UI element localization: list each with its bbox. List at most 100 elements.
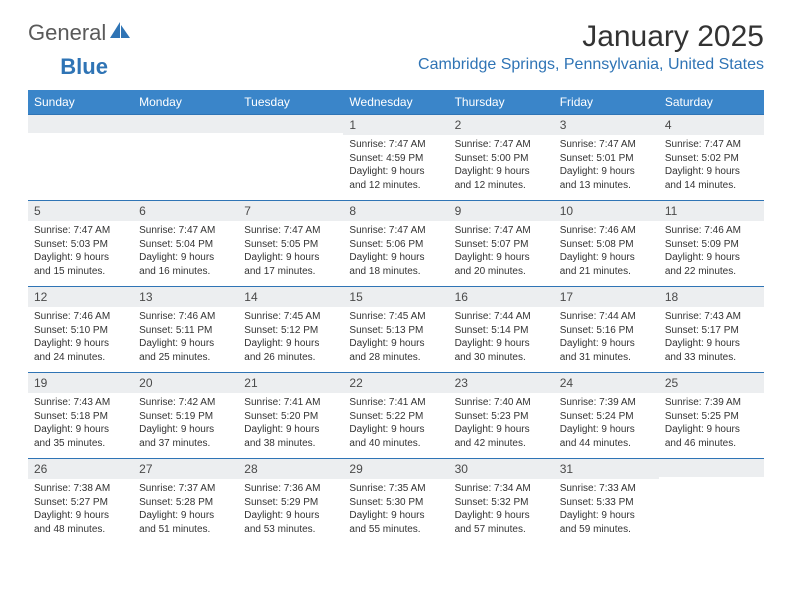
day-body: Sunrise: 7:41 AMSunset: 5:20 PMDaylight:… [238, 393, 343, 458]
daylight-text: Daylight: 9 hours and 57 minutes. [455, 509, 548, 536]
day-body: Sunrise: 7:47 AMSunset: 5:05 PMDaylight:… [238, 221, 343, 286]
day-number: 11 [659, 201, 764, 221]
sunset-text: Sunset: 5:32 PM [455, 496, 548, 510]
day-number: 15 [343, 287, 448, 307]
day-body: Sunrise: 7:47 AMSunset: 5:06 PMDaylight:… [343, 221, 448, 286]
day-body: Sunrise: 7:47 AMSunset: 5:00 PMDaylight:… [449, 135, 554, 200]
sunrise-text: Sunrise: 7:44 AM [455, 310, 548, 324]
day-body: Sunrise: 7:34 AMSunset: 5:32 PMDaylight:… [449, 479, 554, 544]
month-title: January 2025 [418, 20, 764, 54]
daylight-text: Daylight: 9 hours and 40 minutes. [349, 423, 442, 450]
day-number: 8 [343, 201, 448, 221]
sunset-text: Sunset: 5:27 PM [34, 496, 127, 510]
sunset-text: Sunset: 5:03 PM [34, 238, 127, 252]
daylight-text: Daylight: 9 hours and 14 minutes. [665, 165, 758, 192]
dow-sunday: Sunday [28, 90, 133, 115]
day-number: 14 [238, 287, 343, 307]
dow-saturday: Saturday [659, 90, 764, 115]
sunrise-text: Sunrise: 7:47 AM [665, 138, 758, 152]
sunset-text: Sunset: 5:16 PM [560, 324, 653, 338]
day-body: Sunrise: 7:44 AMSunset: 5:14 PMDaylight:… [449, 307, 554, 372]
day-cell: 2Sunrise: 7:47 AMSunset: 5:00 PMDaylight… [449, 115, 554, 201]
daylight-text: Daylight: 9 hours and 22 minutes. [665, 251, 758, 278]
day-number: 9 [449, 201, 554, 221]
day-body: Sunrise: 7:35 AMSunset: 5:30 PMDaylight:… [343, 479, 448, 544]
sunrise-text: Sunrise: 7:43 AM [34, 396, 127, 410]
day-number-empty [28, 115, 133, 133]
location-label: Cambridge Springs, Pennsylvania, United … [418, 56, 764, 74]
daylight-text: Daylight: 9 hours and 46 minutes. [665, 423, 758, 450]
day-number: 1 [343, 115, 448, 135]
day-body: Sunrise: 7:47 AMSunset: 5:01 PMDaylight:… [554, 135, 659, 200]
day-body: Sunrise: 7:43 AMSunset: 5:17 PMDaylight:… [659, 307, 764, 372]
sunset-text: Sunset: 5:07 PM [455, 238, 548, 252]
day-number: 27 [133, 459, 238, 479]
daylight-text: Daylight: 9 hours and 35 minutes. [34, 423, 127, 450]
daylight-text: Daylight: 9 hours and 12 minutes. [349, 165, 442, 192]
sunset-text: Sunset: 5:20 PM [244, 410, 337, 424]
week-row: 26Sunrise: 7:38 AMSunset: 5:27 PMDayligh… [28, 459, 764, 545]
sunset-text: Sunset: 5:06 PM [349, 238, 442, 252]
day-cell: 1Sunrise: 7:47 AMSunset: 4:59 PMDaylight… [343, 115, 448, 201]
day-body: Sunrise: 7:47 AMSunset: 4:59 PMDaylight:… [343, 135, 448, 200]
sunrise-text: Sunrise: 7:47 AM [34, 224, 127, 238]
daylight-text: Daylight: 9 hours and 33 minutes. [665, 337, 758, 364]
day-number: 10 [554, 201, 659, 221]
day-cell: 17Sunrise: 7:44 AMSunset: 5:16 PMDayligh… [554, 287, 659, 373]
sunset-text: Sunset: 5:25 PM [665, 410, 758, 424]
day-cell: 19Sunrise: 7:43 AMSunset: 5:18 PMDayligh… [28, 373, 133, 459]
week-row: 19Sunrise: 7:43 AMSunset: 5:18 PMDayligh… [28, 373, 764, 459]
day-body-empty [238, 133, 343, 191]
day-number: 26 [28, 459, 133, 479]
sunset-text: Sunset: 5:19 PM [139, 410, 232, 424]
day-body: Sunrise: 7:39 AMSunset: 5:25 PMDaylight:… [659, 393, 764, 458]
day-cell: 13Sunrise: 7:46 AMSunset: 5:11 PMDayligh… [133, 287, 238, 373]
sunrise-text: Sunrise: 7:42 AM [139, 396, 232, 410]
week-row: 5Sunrise: 7:47 AMSunset: 5:03 PMDaylight… [28, 201, 764, 287]
sunset-text: Sunset: 5:29 PM [244, 496, 337, 510]
sunrise-text: Sunrise: 7:40 AM [455, 396, 548, 410]
day-number: 21 [238, 373, 343, 393]
sunset-text: Sunset: 5:04 PM [139, 238, 232, 252]
sunrise-text: Sunrise: 7:47 AM [560, 138, 653, 152]
daylight-text: Daylight: 9 hours and 16 minutes. [139, 251, 232, 278]
daylight-text: Daylight: 9 hours and 37 minutes. [139, 423, 232, 450]
day-number: 6 [133, 201, 238, 221]
daylight-text: Daylight: 9 hours and 25 minutes. [139, 337, 232, 364]
daylight-text: Daylight: 9 hours and 42 minutes. [455, 423, 548, 450]
day-number: 3 [554, 115, 659, 135]
sunset-text: Sunset: 5:14 PM [455, 324, 548, 338]
day-number: 5 [28, 201, 133, 221]
sunset-text: Sunset: 5:11 PM [139, 324, 232, 338]
day-cell [28, 115, 133, 201]
day-body: Sunrise: 7:45 AMSunset: 5:13 PMDaylight:… [343, 307, 448, 372]
day-body-empty [28, 133, 133, 191]
sunset-text: Sunset: 5:13 PM [349, 324, 442, 338]
sunrise-text: Sunrise: 7:34 AM [455, 482, 548, 496]
day-cell: 6 Sunrise: 7:47 AMSunset: 5:04 PMDaylight… [133, 201, 238, 287]
dow-monday: Monday [133, 90, 238, 115]
day-number-empty [133, 115, 238, 133]
daylight-text: Daylight: 9 hours and 51 minutes. [139, 509, 232, 536]
day-cell: 5Sunrise: 7:47 AMSunset: 5:03 PMDaylight… [28, 201, 133, 287]
day-body: Sunrise: 7:46 AMSunset: 5:11 PMDaylight:… [133, 307, 238, 372]
day-body: Sunrise: 7:47 AMSunset: 5:03 PMDaylight:… [28, 221, 133, 286]
daylight-text: Daylight: 9 hours and 18 minutes. [349, 251, 442, 278]
sunrise-text: Sunrise: 7:35 AM [349, 482, 442, 496]
sunset-text: Sunset: 5:23 PM [455, 410, 548, 424]
day-number: 23 [449, 373, 554, 393]
day-body: Sunrise: 7:46 AMSunset: 5:09 PMDaylight:… [659, 221, 764, 286]
week-row: 1Sunrise: 7:47 AMSunset: 4:59 PMDaylight… [28, 115, 764, 201]
sunrise-text: Sunrise: 7:47 AM [139, 224, 232, 238]
day-number: 19 [28, 373, 133, 393]
day-number: 20 [133, 373, 238, 393]
day-body: Sunrise: 7:47 AMSunset: 5:02 PMDaylight:… [659, 135, 764, 200]
week-row: 12Sunrise: 7:46 AMSunset: 5:10 PMDayligh… [28, 287, 764, 373]
day-cell: 16Sunrise: 7:44 AMSunset: 5:14 PMDayligh… [449, 287, 554, 373]
dow-friday: Friday [554, 90, 659, 115]
sunset-text: Sunset: 5:22 PM [349, 410, 442, 424]
daylight-text: Daylight: 9 hours and 26 minutes. [244, 337, 337, 364]
sunset-text: Sunset: 5:30 PM [349, 496, 442, 510]
day-number: 24 [554, 373, 659, 393]
sunrise-text: Sunrise: 7:46 AM [34, 310, 127, 324]
